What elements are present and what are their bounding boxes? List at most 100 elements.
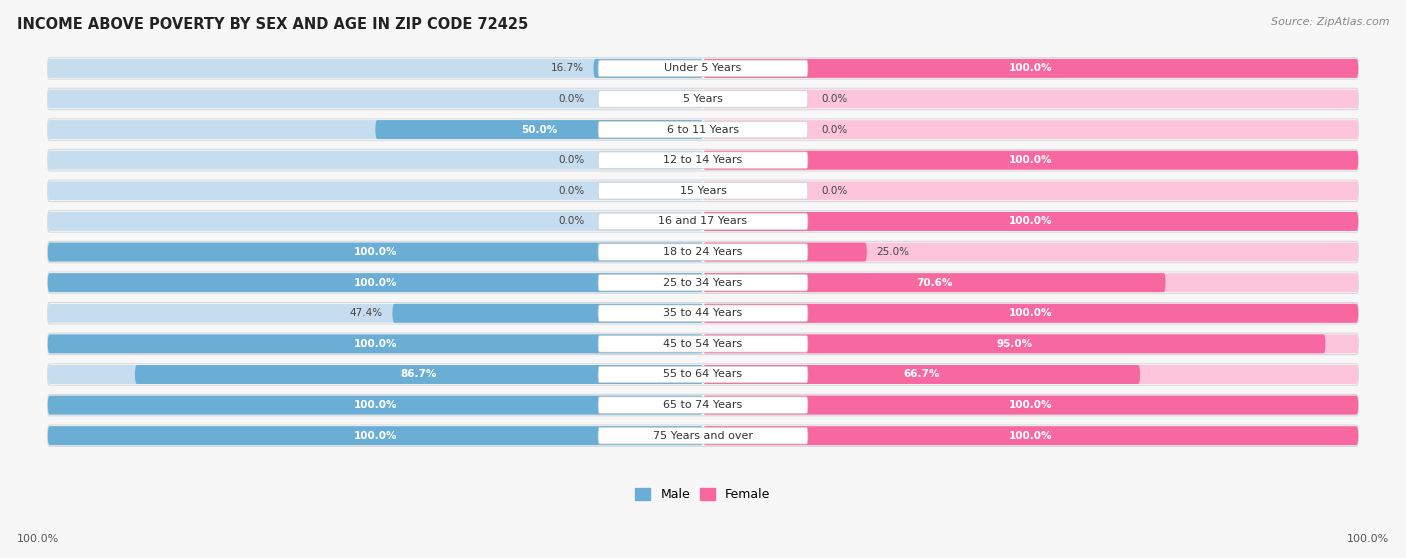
Text: 100.0%: 100.0% — [17, 534, 59, 544]
FancyBboxPatch shape — [703, 181, 1358, 200]
Text: 70.6%: 70.6% — [917, 278, 952, 288]
Text: 50.0%: 50.0% — [522, 124, 557, 134]
FancyBboxPatch shape — [48, 211, 1358, 232]
Text: 100.0%: 100.0% — [1010, 431, 1052, 441]
FancyBboxPatch shape — [48, 302, 1358, 324]
FancyBboxPatch shape — [703, 273, 1358, 292]
FancyBboxPatch shape — [703, 120, 1358, 139]
FancyBboxPatch shape — [598, 60, 808, 76]
FancyBboxPatch shape — [598, 91, 808, 107]
Text: Source: ZipAtlas.com: Source: ZipAtlas.com — [1271, 17, 1389, 27]
FancyBboxPatch shape — [48, 334, 703, 353]
FancyBboxPatch shape — [593, 59, 703, 78]
FancyBboxPatch shape — [48, 334, 703, 353]
Text: Under 5 Years: Under 5 Years — [665, 64, 741, 74]
Text: 0.0%: 0.0% — [821, 186, 848, 196]
FancyBboxPatch shape — [703, 426, 1358, 445]
FancyBboxPatch shape — [703, 59, 1358, 78]
FancyBboxPatch shape — [598, 182, 808, 199]
FancyBboxPatch shape — [135, 365, 703, 384]
FancyBboxPatch shape — [598, 152, 808, 169]
FancyBboxPatch shape — [48, 395, 1358, 416]
Text: 100.0%: 100.0% — [1010, 64, 1052, 74]
Text: 100.0%: 100.0% — [354, 339, 396, 349]
Text: 16 and 17 Years: 16 and 17 Years — [658, 217, 748, 227]
FancyBboxPatch shape — [703, 304, 1358, 323]
Text: 12 to 14 Years: 12 to 14 Years — [664, 155, 742, 165]
FancyBboxPatch shape — [703, 365, 1358, 384]
Text: 86.7%: 86.7% — [401, 369, 437, 379]
Text: 25.0%: 25.0% — [876, 247, 910, 257]
FancyBboxPatch shape — [375, 120, 703, 139]
FancyBboxPatch shape — [598, 275, 808, 291]
Text: 100.0%: 100.0% — [1010, 308, 1052, 318]
FancyBboxPatch shape — [48, 364, 1358, 385]
FancyBboxPatch shape — [48, 426, 703, 445]
FancyBboxPatch shape — [48, 396, 703, 415]
Text: 100.0%: 100.0% — [1347, 534, 1389, 544]
Text: 75 Years and over: 75 Years and over — [652, 431, 754, 441]
Text: 100.0%: 100.0% — [354, 278, 396, 288]
Text: 95.0%: 95.0% — [997, 339, 1032, 349]
FancyBboxPatch shape — [703, 273, 1166, 292]
FancyBboxPatch shape — [48, 181, 703, 200]
FancyBboxPatch shape — [598, 244, 808, 261]
FancyBboxPatch shape — [48, 57, 1358, 79]
Text: 100.0%: 100.0% — [1010, 400, 1052, 410]
Text: 6 to 11 Years: 6 to 11 Years — [666, 124, 740, 134]
FancyBboxPatch shape — [703, 212, 1358, 231]
Text: 0.0%: 0.0% — [558, 186, 585, 196]
FancyBboxPatch shape — [598, 427, 808, 444]
FancyBboxPatch shape — [703, 59, 1358, 78]
FancyBboxPatch shape — [703, 365, 1140, 384]
FancyBboxPatch shape — [48, 88, 1358, 110]
FancyBboxPatch shape — [598, 366, 808, 383]
FancyBboxPatch shape — [48, 333, 1358, 354]
FancyBboxPatch shape — [48, 180, 1358, 201]
FancyBboxPatch shape — [703, 396, 1358, 415]
FancyBboxPatch shape — [703, 243, 868, 262]
FancyBboxPatch shape — [48, 243, 703, 262]
Text: 100.0%: 100.0% — [354, 247, 396, 257]
FancyBboxPatch shape — [48, 304, 703, 323]
Text: 15 Years: 15 Years — [679, 186, 727, 196]
FancyBboxPatch shape — [392, 304, 703, 323]
Text: 35 to 44 Years: 35 to 44 Years — [664, 308, 742, 318]
FancyBboxPatch shape — [48, 272, 1358, 294]
FancyBboxPatch shape — [48, 151, 703, 170]
Text: 100.0%: 100.0% — [1010, 155, 1052, 165]
Text: 0.0%: 0.0% — [558, 217, 585, 227]
Text: 100.0%: 100.0% — [354, 431, 396, 441]
Text: 16.7%: 16.7% — [551, 64, 583, 74]
FancyBboxPatch shape — [48, 425, 1358, 446]
Text: 0.0%: 0.0% — [821, 124, 848, 134]
Text: INCOME ABOVE POVERTY BY SEX AND AGE IN ZIP CODE 72425: INCOME ABOVE POVERTY BY SEX AND AGE IN Z… — [17, 17, 529, 32]
Text: 18 to 24 Years: 18 to 24 Years — [664, 247, 742, 257]
Text: 5 Years: 5 Years — [683, 94, 723, 104]
Text: 0.0%: 0.0% — [821, 94, 848, 104]
FancyBboxPatch shape — [48, 273, 703, 292]
Text: 66.7%: 66.7% — [903, 369, 939, 379]
FancyBboxPatch shape — [48, 426, 703, 445]
Text: 0.0%: 0.0% — [558, 94, 585, 104]
FancyBboxPatch shape — [703, 334, 1326, 353]
FancyBboxPatch shape — [598, 305, 808, 321]
FancyBboxPatch shape — [48, 396, 703, 415]
Text: 47.4%: 47.4% — [350, 308, 382, 318]
FancyBboxPatch shape — [598, 397, 808, 413]
FancyBboxPatch shape — [48, 150, 1358, 171]
FancyBboxPatch shape — [48, 89, 703, 108]
Text: 100.0%: 100.0% — [1010, 217, 1052, 227]
Text: 55 to 64 Years: 55 to 64 Years — [664, 369, 742, 379]
Text: 100.0%: 100.0% — [354, 400, 396, 410]
FancyBboxPatch shape — [703, 151, 1358, 170]
FancyBboxPatch shape — [598, 121, 808, 138]
FancyBboxPatch shape — [703, 212, 1358, 231]
FancyBboxPatch shape — [598, 213, 808, 230]
Legend: Male, Female: Male, Female — [630, 483, 776, 506]
FancyBboxPatch shape — [703, 243, 1358, 262]
FancyBboxPatch shape — [703, 334, 1358, 353]
FancyBboxPatch shape — [48, 59, 703, 78]
FancyBboxPatch shape — [703, 304, 1358, 323]
FancyBboxPatch shape — [48, 365, 703, 384]
